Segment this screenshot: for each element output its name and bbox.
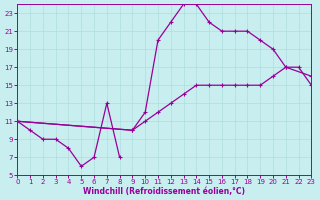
X-axis label: Windchill (Refroidissement éolien,°C): Windchill (Refroidissement éolien,°C)	[84, 187, 245, 196]
